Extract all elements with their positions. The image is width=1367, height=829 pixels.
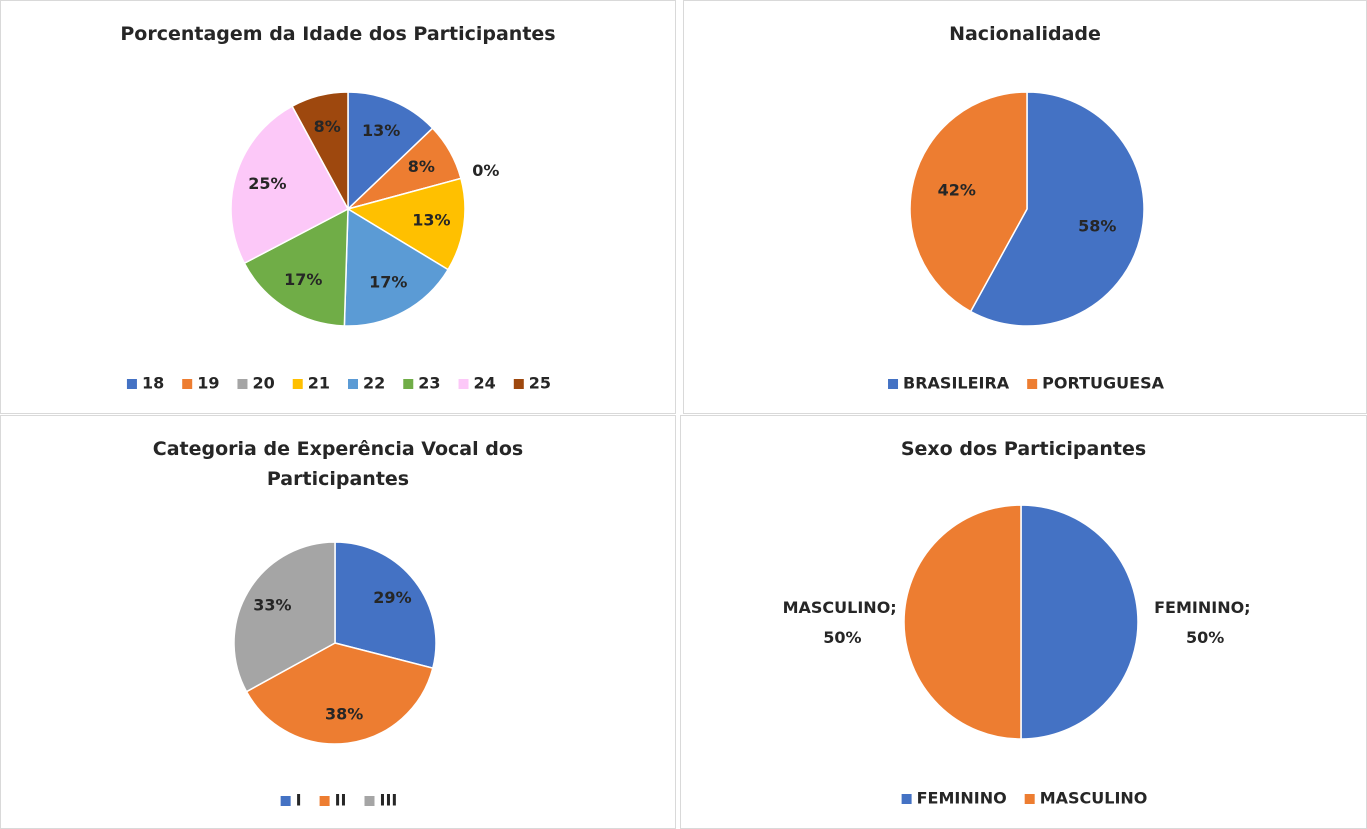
- data-label-line: 50%: [818, 628, 862, 647]
- pie-slice: [245, 642, 434, 745]
- data-label: 33%: [253, 595, 291, 614]
- data-label: 13%: [362, 121, 400, 140]
- legend-swatch: [888, 379, 899, 389]
- legend-label: 22: [363, 374, 385, 393]
- chart-panel: 29% 38% 33% I II III Categoria de Experência V…: [0, 415, 676, 829]
- legend-swatch: [280, 796, 291, 806]
- chart: FEMININO; 50%MASCULINO; 50%FEMININO MASCU…: [783, 504, 1251, 808]
- data-label: 17%: [369, 273, 407, 292]
- legend-label: PORTUGUESA: [1042, 374, 1164, 393]
- legend-swatch: [901, 794, 912, 804]
- data-label-line: 50%: [1180, 628, 1224, 647]
- chart: 29%38%33%I II III: [233, 541, 437, 810]
- data-label: 8%: [408, 157, 435, 176]
- data-label: 13%: [412, 210, 450, 229]
- legend: 18 19 20 21 22 23 24 25: [126, 374, 551, 393]
- legend-swatch: [513, 379, 524, 389]
- data-label: 0%: [472, 161, 499, 180]
- data-label: 58%: [1078, 217, 1116, 236]
- pie-slice: [903, 504, 1022, 740]
- legend-label: 21: [308, 374, 330, 393]
- legend-swatch: [364, 796, 375, 806]
- pie-slice: [334, 541, 437, 670]
- legend-label: 25: [529, 374, 551, 393]
- legend-label: 23: [418, 374, 440, 393]
- data-label: FEMININO; 50%: [1154, 598, 1250, 647]
- pie-slice: [346, 177, 466, 271]
- pie-slice: [343, 207, 450, 327]
- chart-title: Categoria de Experência Vocal dos Partic…: [152, 438, 524, 490]
- legend-swatch: [237, 379, 248, 389]
- legend: BRASILEIRA PORTUGUESA: [888, 374, 1165, 393]
- legend-swatch: [292, 379, 303, 389]
- chart-title: Sexo dos Participantes: [900, 438, 1147, 460]
- legend-label: BRASILEIRA: [903, 374, 1010, 393]
- pie-slice: [969, 91, 1145, 327]
- pie-slice: [291, 91, 349, 210]
- data-label: 8%: [314, 117, 341, 136]
- chart: 13% 8% 0% 13% 17% 17% 25% 8% 18 19 20 21 22 23 24 25: [126, 91, 551, 393]
- data-label: 17%: [284, 270, 322, 289]
- chart-panel: FEMININO; 50% MASCULINO; 50% FEMININO MASCU…: [680, 415, 1367, 829]
- legend-swatch: [403, 379, 414, 389]
- pie-slice: [230, 105, 350, 265]
- data-label-line: MASCULINO;: [783, 598, 897, 617]
- legend-label: 18: [142, 374, 164, 393]
- legend: I II III: [280, 791, 398, 810]
- chart-title: Porcentagem da Idade dos Participantes: [120, 23, 556, 45]
- legend-swatch: [1027, 379, 1038, 389]
- legend-label: 19: [197, 374, 219, 393]
- legend-label: 20: [252, 374, 274, 393]
- legend-swatch: [458, 379, 469, 389]
- legend-label: II: [335, 791, 347, 810]
- legend-swatch: [1024, 794, 1035, 804]
- data-label: MASCULINO; 50%: [783, 598, 897, 647]
- legend-label: MASCULINO: [1040, 789, 1148, 808]
- legend-swatch: [182, 379, 193, 389]
- legend-swatch: [348, 379, 358, 389]
- data-label: 38%: [325, 705, 363, 724]
- data-label: 42%: [938, 180, 976, 199]
- data-label-line: FEMININO;: [1154, 598, 1250, 617]
- legend-swatch: [126, 379, 137, 389]
- chart-title: Nacionalidade: [949, 23, 1101, 45]
- chart: 58% 42% BRASILEIRA PORTUGUESA: [888, 91, 1165, 393]
- legend-label: FEMININO: [917, 789, 1007, 808]
- pie-slice: [243, 207, 349, 327]
- chart-panel: 58% 42% BRASILEIRA PORTUGUESA Nacionalidade: [683, 0, 1367, 414]
- pie-slice: [1020, 504, 1139, 740]
- legend-label: I: [296, 791, 302, 810]
- chart-panel: 13% 8% 0% 13% 17% 17% 25% 8% 18 19 20 21 22 23 24 25 Por…: [0, 0, 676, 414]
- legend: FEMININO MASCULINO: [901, 789, 1148, 808]
- data-label: 29%: [373, 588, 411, 607]
- pie-slice: [909, 91, 1028, 313]
- pie-slice: [347, 91, 434, 211]
- legend-label: 24: [474, 374, 496, 393]
- data-label: 25%: [248, 174, 286, 193]
- pie-slice: [233, 541, 336, 693]
- legend-label: III: [380, 791, 398, 810]
- legend-swatch: [319, 796, 330, 806]
